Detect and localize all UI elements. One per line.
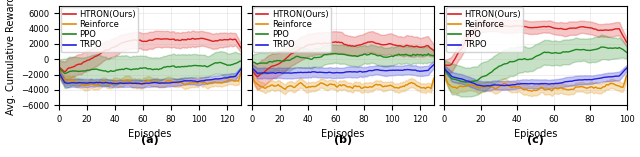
X-axis label: Episodes: Episodes xyxy=(514,130,557,139)
Y-axis label: Avg. Cumulative Reward: Avg. Cumulative Reward xyxy=(6,0,15,115)
Legend: HTRON(Ours), Reinforce, PPO, TRPO: HTRON(Ours), Reinforce, PPO, TRPO xyxy=(61,7,138,52)
X-axis label: Episodes: Episodes xyxy=(129,130,172,139)
X-axis label: Episodes: Episodes xyxy=(321,130,364,139)
Legend: HTRON(Ours), Reinforce, PPO, TRPO: HTRON(Ours), Reinforce, PPO, TRPO xyxy=(446,7,524,52)
Text: (b): (b) xyxy=(333,135,352,145)
Text: (c): (c) xyxy=(527,135,544,145)
Legend: HTRON(Ours), Reinforce, PPO, TRPO: HTRON(Ours), Reinforce, PPO, TRPO xyxy=(253,7,331,52)
Text: (a): (a) xyxy=(141,135,159,145)
